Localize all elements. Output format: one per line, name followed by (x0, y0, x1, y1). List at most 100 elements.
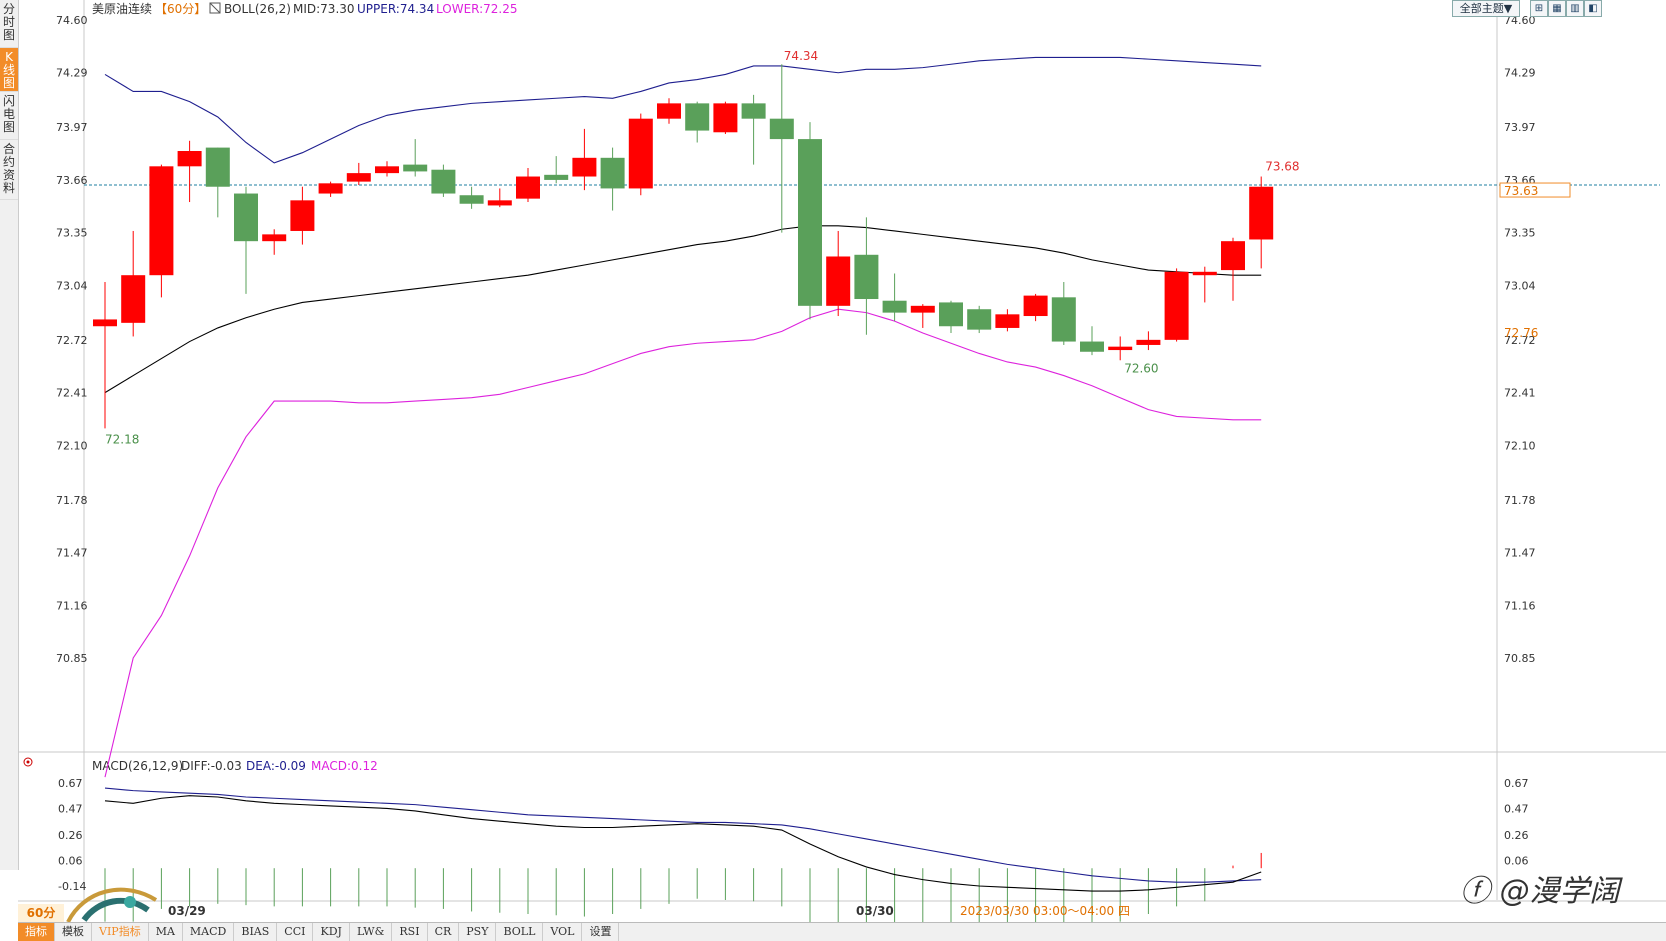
candle (685, 101, 710, 143)
tab-indicators[interactable]: 指标 (18, 923, 55, 941)
candle-body (826, 256, 851, 306)
macd-tick-left: 0.06 (58, 855, 83, 868)
candle (1136, 331, 1161, 351)
price-tick-right: 72.72 (1504, 334, 1536, 347)
macd-label: MACD(26,12,9) (92, 759, 183, 773)
candle (572, 128, 597, 191)
candle-body (346, 173, 371, 182)
candle (939, 300, 963, 334)
candle (854, 217, 879, 335)
candle (318, 181, 343, 197)
price-tick-right: 72.41 (1504, 387, 1536, 400)
cursor-time-label: 2023/03/30 03:00～04:00 四 (960, 904, 1130, 918)
candle (1080, 326, 1104, 356)
candle-body (431, 169, 456, 194)
macd-diff-line (104, 795, 1262, 892)
price-tick-left: 71.47 (56, 547, 88, 560)
tab-rsi[interactable]: RSI (392, 923, 428, 941)
candle (1249, 176, 1274, 269)
candle-body (1080, 341, 1104, 352)
candle (234, 186, 258, 294)
price-tick-left: 72.10 (56, 439, 88, 452)
tab-boll[interactable]: BOLL (496, 923, 544, 941)
price-tick-right: 74.60 (1504, 14, 1536, 27)
candle-body (798, 139, 822, 306)
boll-settings-icon[interactable] (209, 2, 221, 14)
candle-body (1108, 346, 1133, 351)
tab-templates[interactable]: 模板 (55, 923, 92, 941)
theme-select[interactable]: 全部主题▼ (1452, 0, 1520, 17)
macd-tick-left: 0.47 (58, 802, 83, 815)
candle-body (318, 183, 343, 194)
candle-body (1164, 271, 1189, 340)
price-tick-left: 73.35 (56, 227, 88, 240)
price-tick-right: 74.29 (1504, 67, 1536, 80)
candle (544, 156, 569, 184)
price-tick-left: 71.16 (56, 599, 88, 612)
tab-settings[interactable]: 设置 (582, 923, 620, 941)
macd-settings-icon[interactable] (23, 757, 33, 767)
tab-bias[interactable]: BIAS (234, 923, 278, 941)
candle (713, 101, 738, 134)
macd-tick-left: 0.26 (58, 829, 83, 842)
period-badge[interactable]: 60分 (18, 904, 64, 922)
price-tick-right: 73.04 (1504, 279, 1536, 292)
candlesticks (93, 64, 1274, 429)
candle (910, 304, 935, 328)
tab-lwr[interactable]: LW& (350, 923, 393, 941)
boll-lower: LOWER:72.25 (436, 2, 518, 16)
sidebar-item-flash[interactable]: 闪电图 (0, 92, 18, 140)
candle-body (1192, 271, 1217, 276)
price-axis-right: 74.6074.2973.9773.6673.3573.0472.7272.41… (1504, 14, 1536, 665)
back-icon[interactable]: ◧ (1584, 0, 1602, 17)
price-tick-left: 73.66 (56, 174, 88, 187)
tab-macd[interactable]: MACD (183, 923, 235, 941)
candle (1192, 266, 1217, 303)
candle (1108, 336, 1133, 361)
macd-value: MACD:0.12 (311, 759, 378, 773)
grid2-icon[interactable]: ▥ (1566, 0, 1584, 17)
candle (1164, 268, 1189, 342)
sidebar-item-contract-info[interactable]: 合约资料 (0, 140, 18, 200)
tab-vol[interactable]: VOL (543, 923, 583, 941)
macd-dea-line (104, 787, 1262, 883)
tab-kdj[interactable]: KDJ (313, 923, 350, 941)
macd-tick-right: 0.26 (1504, 829, 1529, 842)
kline-chart[interactable]: 美原油连续 【60分】 BOLL(26,2) MID:73.30 UPPER:7… (0, 0, 1666, 922)
boll-label: BOLL(26,2) (224, 2, 291, 16)
candle (967, 305, 992, 334)
macd-tick-left: 0.67 (58, 777, 83, 790)
macd-tick-right: 0.47 (1504, 802, 1529, 815)
tab-vip-indicators[interactable]: VIP指标 (92, 923, 149, 941)
recent-low-annotation: 72.60 (1124, 361, 1158, 375)
candle-body (939, 302, 963, 327)
tab-ma[interactable]: MA (149, 923, 183, 941)
macd-diff: DIFF:-0.03 (181, 759, 242, 773)
tab-cr[interactable]: CR (428, 923, 460, 941)
price-tick-right: 70.85 (1504, 652, 1536, 665)
tab-psy[interactable]: PSY (459, 923, 497, 941)
candle (290, 186, 315, 245)
candle (1023, 293, 1048, 322)
candle-body (854, 254, 879, 300)
price-tick-right: 73.35 (1504, 227, 1536, 240)
candle (93, 282, 117, 429)
price-tick-left: 72.41 (56, 387, 88, 400)
watermark-logo: ⓕ @漫学阔 (1460, 874, 1620, 909)
candle (657, 98, 681, 124)
sidebar-item-timeshare[interactable]: 分时图 (0, 0, 18, 48)
price-tick-left: 70.85 (56, 652, 88, 665)
candle-body (375, 166, 399, 174)
instrument-name: 美原油连续 (92, 1, 152, 16)
grid-icon[interactable]: ▦ (1548, 0, 1566, 17)
candle (262, 229, 287, 255)
last-high-annotation: 73.68 (1265, 160, 1299, 174)
candle (798, 122, 822, 320)
right-marker-label: 72.76 (1504, 326, 1538, 340)
boll-lower-line (104, 308, 1262, 778)
zoom-icon[interactable]: ⊞ (1530, 0, 1548, 17)
candle-body (149, 166, 174, 276)
tab-cci[interactable]: CCI (277, 923, 314, 941)
candle (995, 309, 1020, 332)
